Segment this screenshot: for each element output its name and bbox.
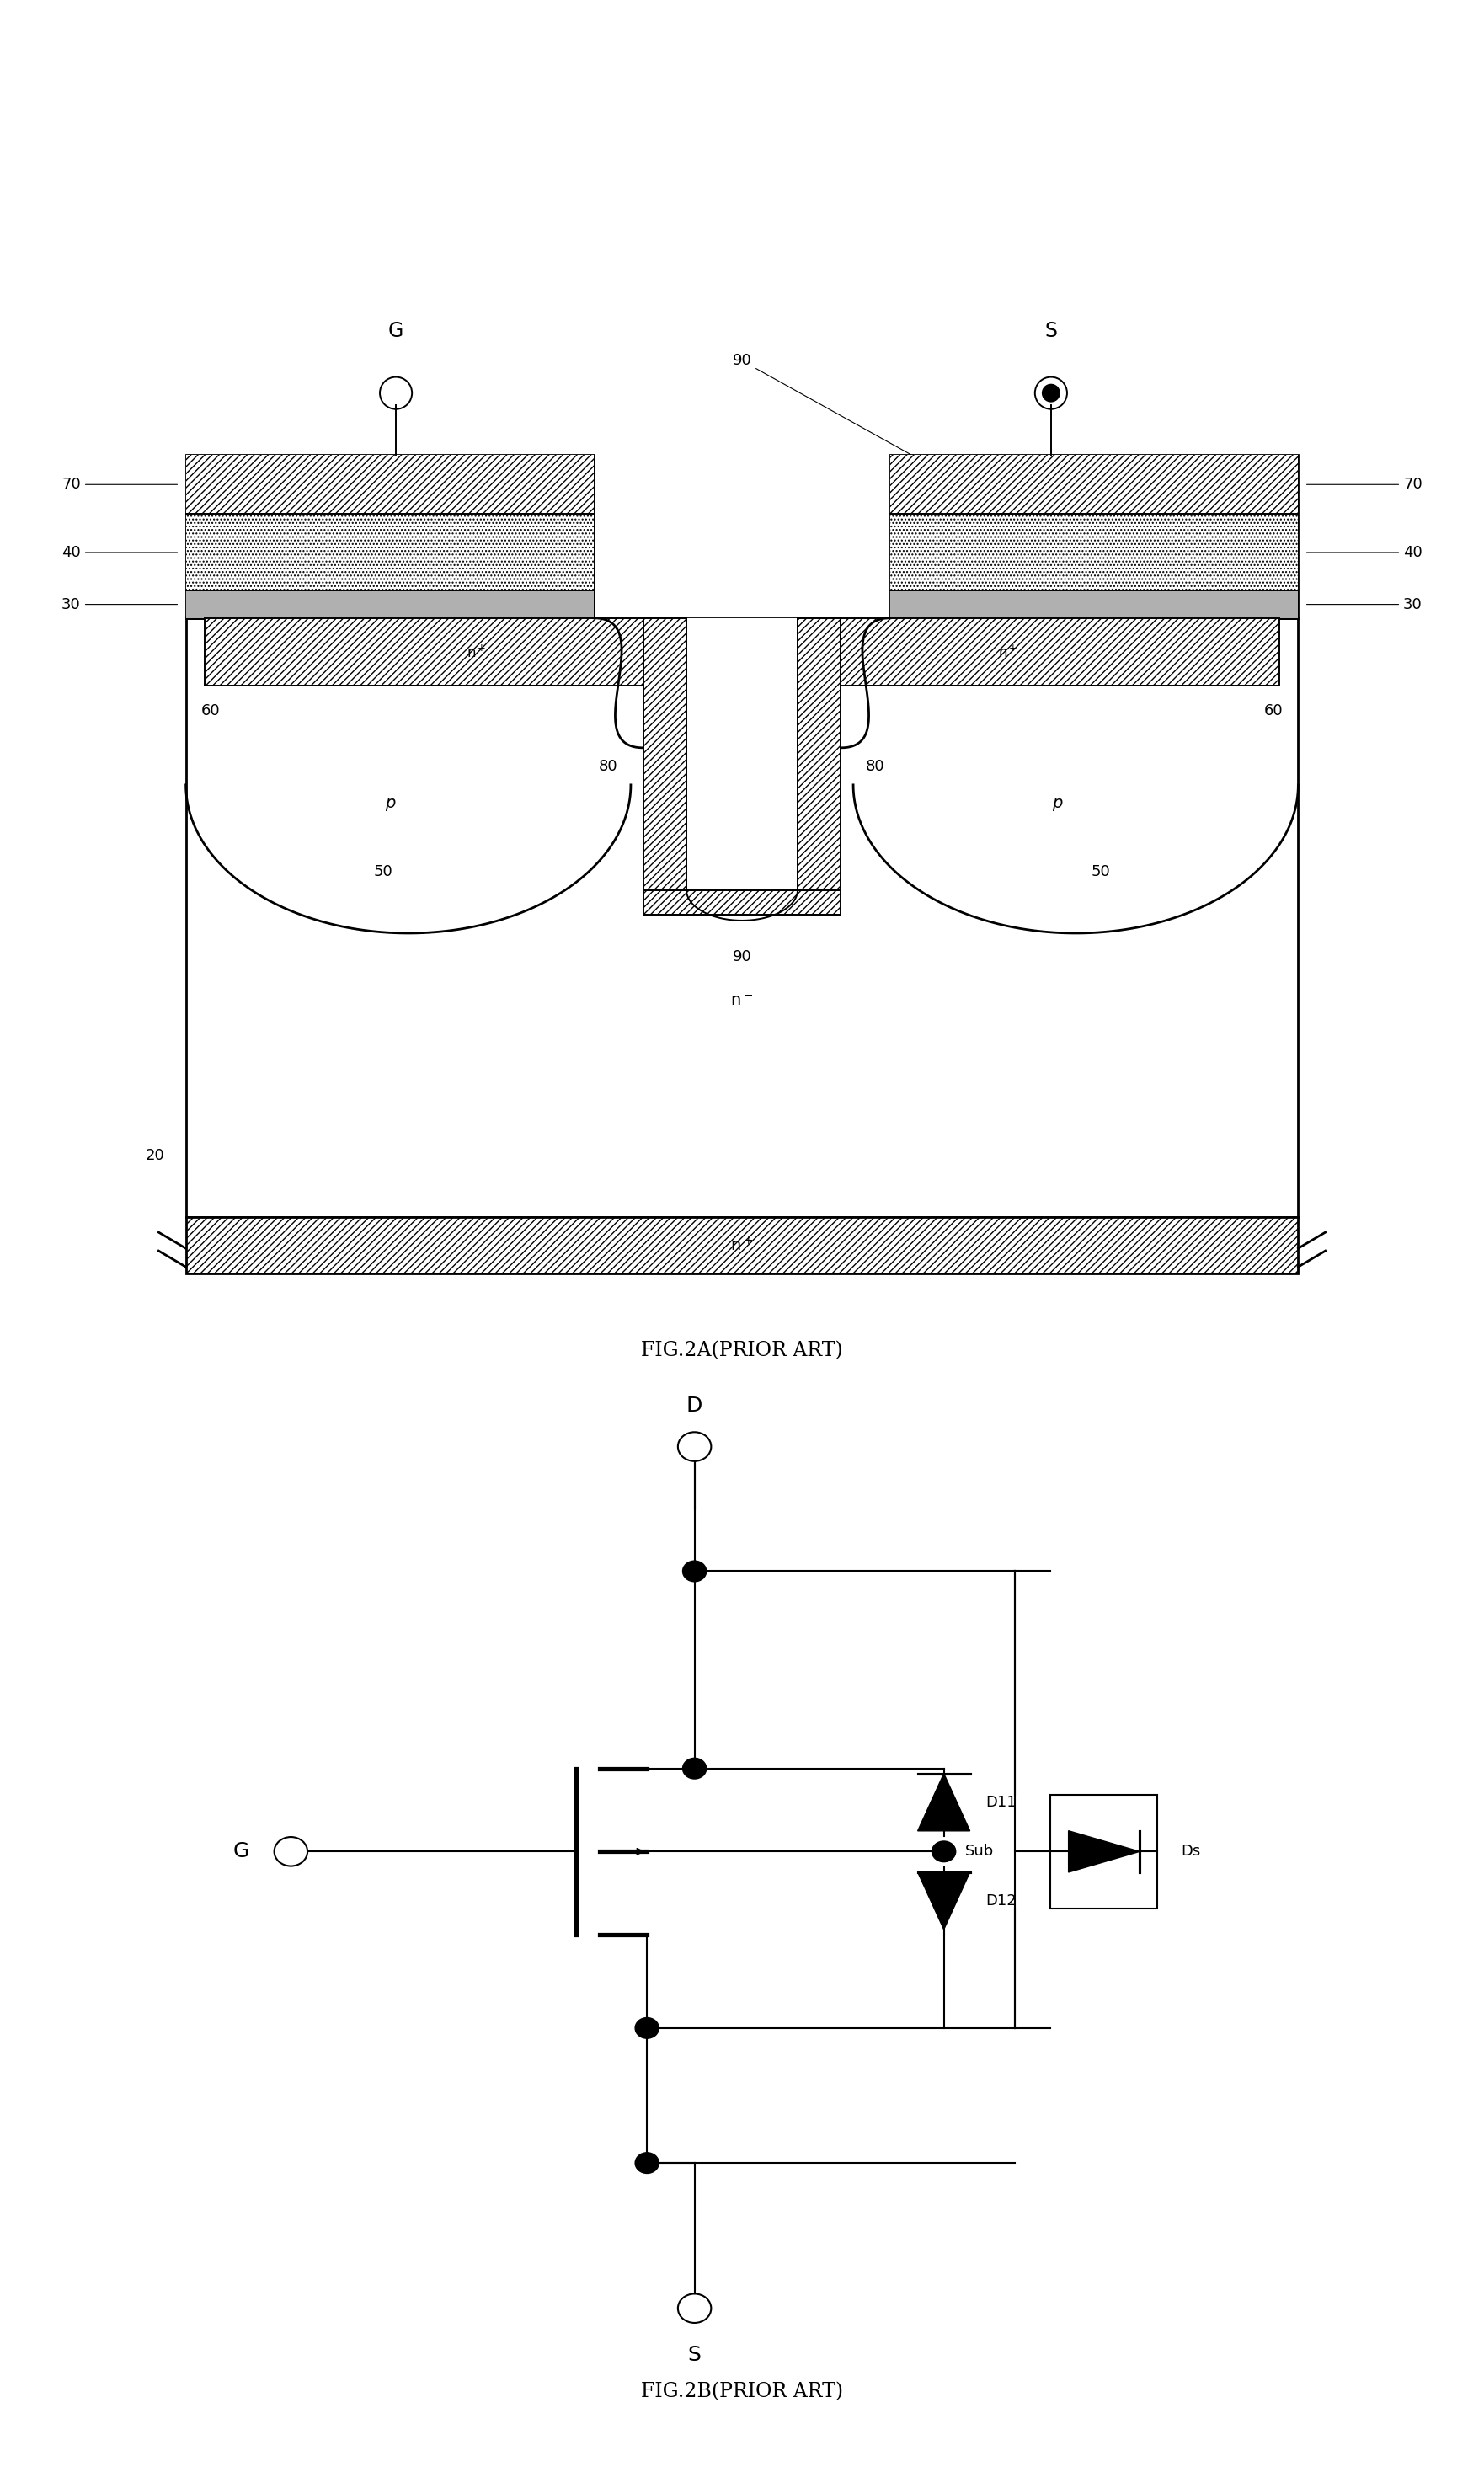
Text: S: S (1045, 321, 1057, 341)
Circle shape (635, 2153, 659, 2173)
Text: p: p (384, 796, 395, 811)
Bar (890, 455, 1298, 618)
Circle shape (683, 1560, 706, 1582)
Bar (186, 591, 594, 618)
Bar (890, 591, 1298, 618)
Bar (841, 618, 1279, 687)
Text: 20: 20 (145, 1147, 165, 1164)
Text: D11: D11 (985, 1795, 1017, 1810)
Circle shape (635, 2017, 659, 2039)
Text: D: D (687, 1394, 702, 1416)
Text: p: p (1052, 796, 1063, 811)
Bar (205, 618, 643, 687)
Text: D12: D12 (985, 1894, 1017, 1908)
Bar (186, 455, 594, 618)
Text: FIG.2B(PRIOR ART): FIG.2B(PRIOR ART) (641, 2383, 843, 2403)
Text: 80: 80 (600, 759, 617, 774)
Text: S: S (687, 2343, 702, 2366)
Text: 30: 30 (62, 596, 177, 613)
Bar (890, 514, 1298, 591)
Bar (186, 514, 594, 591)
Bar (186, 1219, 1298, 1273)
Text: 70: 70 (1307, 477, 1422, 492)
Bar (186, 618, 1298, 1219)
Text: $\mathrm{n^+}$: $\mathrm{n^+}$ (997, 645, 1018, 660)
Circle shape (1042, 383, 1060, 403)
Bar (186, 455, 594, 514)
Circle shape (683, 1758, 706, 1780)
Text: G: G (389, 321, 404, 341)
Polygon shape (1068, 1832, 1140, 1871)
Circle shape (932, 1842, 956, 1861)
Text: 60: 60 (1264, 702, 1284, 719)
Bar (643, 618, 687, 915)
Polygon shape (594, 331, 890, 749)
Text: $\mathrm{n^+}$: $\mathrm{n^+}$ (466, 645, 487, 660)
Text: Ds: Ds (1181, 1844, 1201, 1859)
Bar (643, 618, 841, 915)
Bar (1051, 1795, 1158, 1908)
Text: 40: 40 (1307, 544, 1422, 561)
Text: 30: 30 (1307, 596, 1422, 613)
Text: Sub: Sub (965, 1844, 994, 1859)
Text: FIG.2A(PRIOR ART): FIG.2A(PRIOR ART) (641, 1342, 843, 1360)
Text: 60: 60 (200, 702, 220, 719)
Text: $\mathrm{n^+}$: $\mathrm{n^+}$ (730, 1236, 754, 1253)
Polygon shape (917, 1772, 971, 1832)
Bar (890, 455, 1298, 514)
Bar (797, 618, 841, 915)
Text: 90: 90 (733, 949, 751, 964)
Text: 50: 50 (1091, 863, 1110, 880)
Text: G: G (233, 1842, 249, 1861)
Bar (643, 890, 841, 915)
Text: 90: 90 (733, 353, 932, 467)
Polygon shape (917, 1871, 971, 1931)
Text: 80: 80 (867, 759, 884, 774)
Text: 50: 50 (374, 863, 393, 880)
Text: 40: 40 (62, 544, 177, 561)
Text: $\mathrm{n^-}$: $\mathrm{n^-}$ (730, 994, 754, 1009)
Text: 70: 70 (62, 477, 177, 492)
